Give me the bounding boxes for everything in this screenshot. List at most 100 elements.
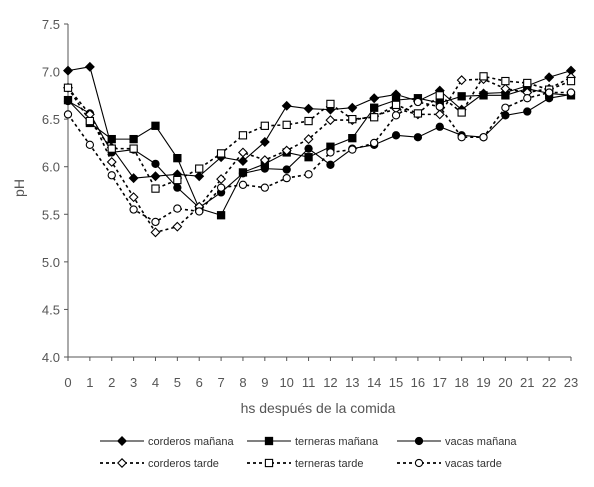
x-tick-label: 13 — [345, 375, 359, 390]
data-point — [216, 174, 227, 185]
data-point — [348, 134, 357, 143]
data-point — [326, 99, 335, 109]
data-point — [303, 134, 314, 145]
data-point — [457, 92, 466, 101]
x-tick-label: 6 — [196, 375, 203, 390]
legend-marker — [117, 436, 127, 446]
series-6 — [63, 88, 576, 227]
data-point — [173, 204, 182, 213]
series-5 — [63, 72, 576, 193]
x-axis-ticks: 0 1 2 3 4 5 6 7 8 9 10 11 12 13 14 15 16 17 18 19 20 21 22 23 — [64, 357, 578, 390]
legend-marker — [264, 458, 274, 468]
x-tick-label: 7 — [217, 375, 224, 390]
legend-item: terneras tarde — [247, 458, 363, 470]
data-point — [391, 131, 401, 140]
legend-item: corderos mañana — [100, 436, 234, 448]
y-tick-label: 5.5 — [42, 207, 60, 222]
data-point — [413, 109, 423, 118]
data-point — [369, 93, 380, 104]
data-point — [173, 175, 182, 185]
data-point — [282, 120, 291, 130]
data-point — [391, 100, 401, 110]
data-point — [259, 155, 270, 166]
series-2 — [63, 84, 576, 220]
data-point — [259, 136, 270, 147]
legend-marker — [264, 436, 274, 446]
data-point — [173, 183, 182, 192]
data-point — [85, 140, 95, 149]
data-point — [173, 154, 182, 163]
x-tick-label: 10 — [279, 375, 293, 390]
y-tick-label: 5.0 — [42, 255, 60, 270]
y-tick-label: 6.5 — [42, 112, 60, 127]
data-point — [370, 103, 379, 112]
data-point — [435, 102, 444, 111]
x-axis-label: hs después de la comida — [241, 400, 396, 416]
data-point — [435, 122, 444, 131]
data-point — [544, 72, 555, 83]
data-point — [347, 102, 358, 113]
data-point — [304, 116, 313, 126]
data-point — [501, 111, 510, 120]
legend-label: terneras tarde — [295, 458, 363, 470]
data-point — [501, 76, 510, 86]
legend-label: vacas mañana — [445, 436, 517, 448]
data-point — [128, 192, 139, 203]
legend-label: corderos mañana — [148, 436, 234, 448]
series-layer — [63, 61, 576, 238]
x-tick-label: 12 — [323, 375, 337, 390]
data-point — [479, 91, 488, 100]
x-tick-label: 0 — [64, 375, 71, 390]
legend-label: vacas tarde — [445, 458, 502, 470]
x-tick-label: 20 — [498, 375, 512, 390]
data-point — [129, 205, 138, 214]
legend-marker — [117, 458, 127, 468]
data-point — [457, 133, 466, 142]
data-point — [566, 76, 576, 86]
y-tick-label: 4.0 — [42, 350, 60, 365]
series-line — [67, 66, 572, 179]
data-point — [523, 94, 532, 103]
data-point — [326, 148, 335, 157]
x-tick-label: 18 — [454, 375, 468, 390]
data-point — [151, 184, 160, 193]
data-point — [500, 83, 511, 94]
data-point — [63, 110, 73, 119]
data-point — [523, 78, 532, 88]
y-axis-label: pH — [11, 179, 27, 197]
data-point — [544, 88, 554, 97]
data-point — [63, 83, 73, 92]
data-point — [85, 116, 95, 126]
data-point — [237, 156, 248, 166]
data-point — [303, 103, 314, 114]
x-tick-label: 16 — [411, 375, 425, 390]
data-point — [391, 111, 401, 120]
data-point — [325, 115, 336, 126]
data-point — [523, 107, 532, 116]
y-axis-ticks: 4.0 4.5 5.0 5.5 6.0 6.5 7.0 7.5 — [42, 17, 68, 365]
y-tick-label: 7.0 — [42, 65, 60, 80]
y-tick-label: 6.0 — [42, 160, 60, 175]
data-point — [370, 113, 379, 122]
data-point — [128, 173, 139, 184]
data-point — [150, 227, 161, 238]
x-tick-label: 22 — [542, 375, 556, 390]
x-tick-label: 3 — [130, 375, 137, 390]
data-point — [435, 91, 444, 100]
data-point — [370, 138, 379, 148]
data-point — [194, 171, 205, 182]
data-point — [348, 145, 357, 154]
series-line — [67, 91, 571, 223]
data-point — [479, 72, 488, 81]
legend: corderos mañana terneras mañana vacas maña… — [100, 436, 517, 470]
series-line — [67, 88, 572, 216]
data-point — [195, 207, 204, 216]
data-point — [151, 217, 160, 227]
data-point — [237, 147, 248, 158]
data-point — [216, 183, 226, 192]
data-point — [434, 109, 445, 120]
data-point — [151, 121, 160, 130]
x-tick-label: 9 — [261, 375, 268, 390]
x-tick-label: 1 — [86, 375, 93, 390]
